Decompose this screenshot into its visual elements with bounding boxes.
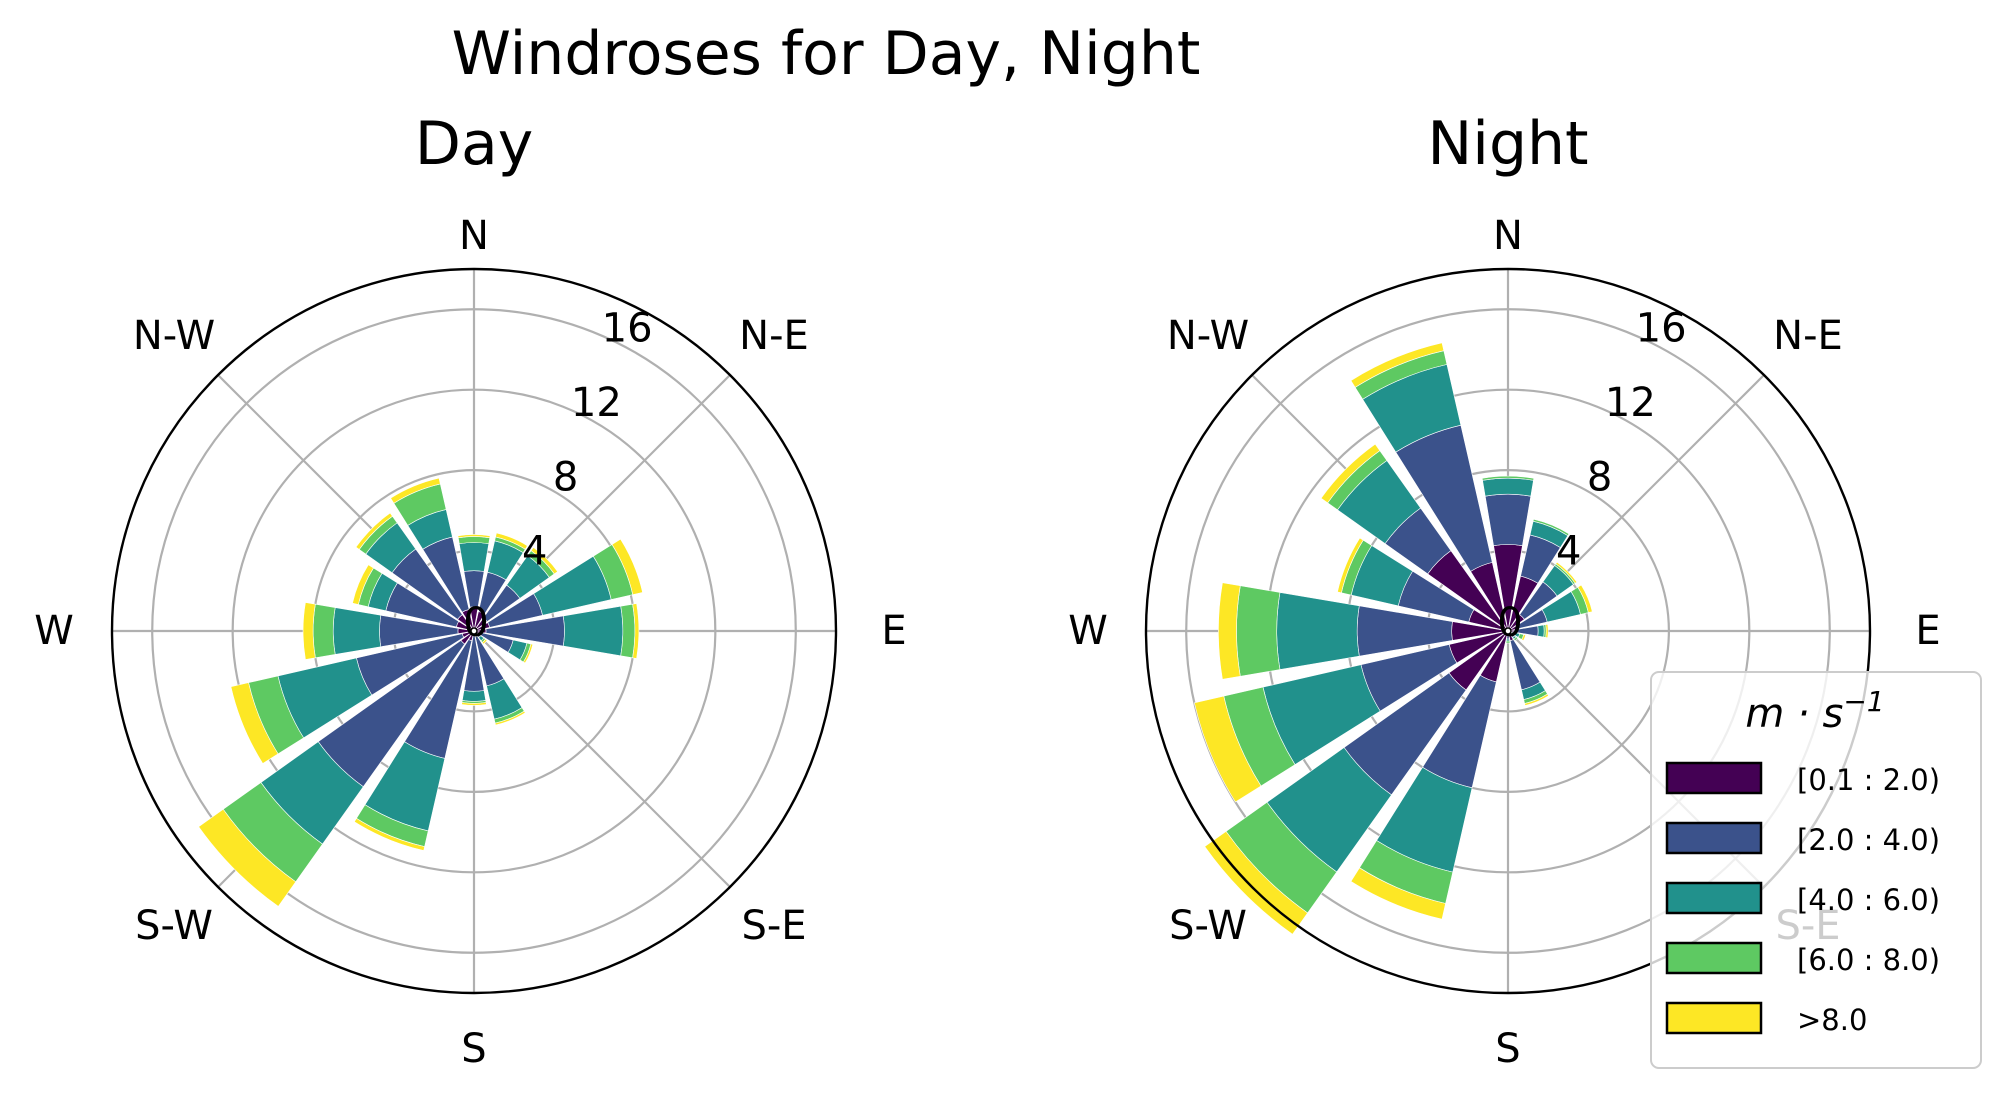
windrose-bar-segment <box>1513 636 1519 642</box>
windrose-bar-segment <box>1481 475 1535 481</box>
windrose-bar-segment <box>1577 584 1593 613</box>
windrose-bar-segment <box>353 817 425 851</box>
legend-label: [4.0 : 6.0) <box>1797 883 1940 917</box>
radial-tick-label: 8 <box>1587 454 1612 500</box>
direction-label: N-E <box>1773 313 1843 359</box>
windrose-bar-segment <box>302 602 316 660</box>
radial-tick-label: 12 <box>571 380 622 426</box>
windrose-bar-segment <box>1524 693 1550 706</box>
windrose-bar-segment <box>1350 867 1446 920</box>
windrose-bar-segment <box>522 643 534 664</box>
legend-swatch <box>1665 821 1763 855</box>
direction-label: N-E <box>739 313 809 359</box>
windrose-bar-segment <box>562 605 624 657</box>
radial-tick-label: 12 <box>1605 380 1656 426</box>
windrose-bar-segment <box>1484 494 1532 547</box>
windrose-bar-segment <box>1532 518 1570 537</box>
legend-swatch <box>1665 1001 1763 1035</box>
legend-label: [0.1 : 2.0) <box>1797 763 1940 797</box>
legend-title: m · s−1 <box>1745 685 1884 737</box>
windrose-bar-segment <box>1545 623 1549 639</box>
direction-label: W <box>1068 608 1108 654</box>
windrose-bar-segment <box>352 564 374 605</box>
windrose-bar-segment <box>1350 342 1445 388</box>
windrose-bar-segment <box>495 532 528 550</box>
windrose-bar-segment <box>461 702 487 706</box>
windrose-bar-segment <box>1337 537 1364 594</box>
legend-swatch <box>1665 941 1763 975</box>
windrose-bar-segment <box>390 477 441 504</box>
polar-frame <box>110 267 838 995</box>
center-marker <box>1504 627 1512 635</box>
direction-label: E <box>1915 608 1940 654</box>
legend-label: [2.0 : 4.0) <box>1797 823 1940 857</box>
windrose-bar-segment <box>1555 561 1578 584</box>
radial-tick-label: 4 <box>1556 529 1581 575</box>
windrose-bar-segment <box>230 682 279 764</box>
subplot-title: Night <box>1427 109 1588 179</box>
direction-label: S-E <box>741 903 806 949</box>
windrose-bar-segment <box>1482 477 1534 497</box>
windrose-bar-segment <box>312 603 336 659</box>
windrose-day: Day 048 12 16 N N-E E S-E S S-W W N-W <box>34 109 906 1072</box>
direction-label: N <box>459 213 489 259</box>
windrose-bar-segment <box>1505 640 1511 644</box>
windrose-bar-segment <box>632 603 640 659</box>
direction-label: S-W <box>135 903 213 949</box>
center-marker <box>470 627 478 635</box>
windrose-bar-segment <box>1193 695 1262 803</box>
windrose-bar-segment <box>494 710 526 726</box>
windrose-bar-segment <box>332 607 382 655</box>
direction-label: N <box>1493 213 1523 259</box>
radial-tick-label: 4 <box>522 529 547 575</box>
windrose-bar-segment <box>198 808 297 907</box>
radial-tick-label: 0 <box>1497 600 1522 646</box>
direction-label: N-W <box>1167 313 1249 359</box>
legend-label: >8.0 <box>1797 1003 1867 1037</box>
direction-label: S-W <box>1169 903 1247 949</box>
windrose-bar-segment <box>1276 592 1360 670</box>
windrose-bar-segment <box>355 512 393 550</box>
subplot-title: Day <box>415 109 533 179</box>
legend: m · s−1 [0.1 : 2.0) [2.0 : 4.0) [4.0 : 6.0)… <box>1650 671 1982 1069</box>
windrose-bar-segment <box>458 542 490 572</box>
legend-swatch <box>1665 881 1763 915</box>
polar-frame <box>1144 267 1872 995</box>
windrose-bar-segment <box>461 690 487 702</box>
windrose-bar-segment <box>457 534 491 539</box>
windrose-bar-segment <box>1204 830 1309 935</box>
windrose-bar-segment <box>1521 634 1526 642</box>
angular-gridline <box>473 630 731 888</box>
windrose-bar-segment <box>620 603 636 659</box>
direction-label: S <box>461 1026 486 1072</box>
windrose-bar-segment <box>481 638 488 645</box>
windrose-bar-segment <box>1320 443 1381 504</box>
figure-title: Windroses for Day, Night <box>452 19 1201 89</box>
windrose-bar-segment <box>1236 585 1281 677</box>
direction-label: E <box>881 608 906 654</box>
radial-tick-label: 16 <box>1636 306 1687 352</box>
direction-label: W <box>34 608 74 654</box>
windrose-bar-segment <box>611 538 643 595</box>
windrose-bar-segment <box>1218 582 1241 680</box>
windrose-bar-segment <box>530 546 559 575</box>
direction-label: S <box>1495 1026 1520 1072</box>
radial-tick-label: 8 <box>553 454 578 500</box>
legend-title-exponent: −1 <box>1843 685 1884 718</box>
radial-tick-label: 16 <box>602 306 653 352</box>
legend-swatch <box>1665 761 1763 795</box>
windrose-bar-segment <box>1537 624 1545 638</box>
windrose-bar-segment <box>457 536 491 545</box>
direction-label: N-W <box>133 313 215 359</box>
legend-title-main: m · s <box>1745 691 1843 737</box>
radial-tick-label: 0 <box>463 600 488 646</box>
legend-label: [6.0 : 8.0) <box>1797 943 1940 977</box>
